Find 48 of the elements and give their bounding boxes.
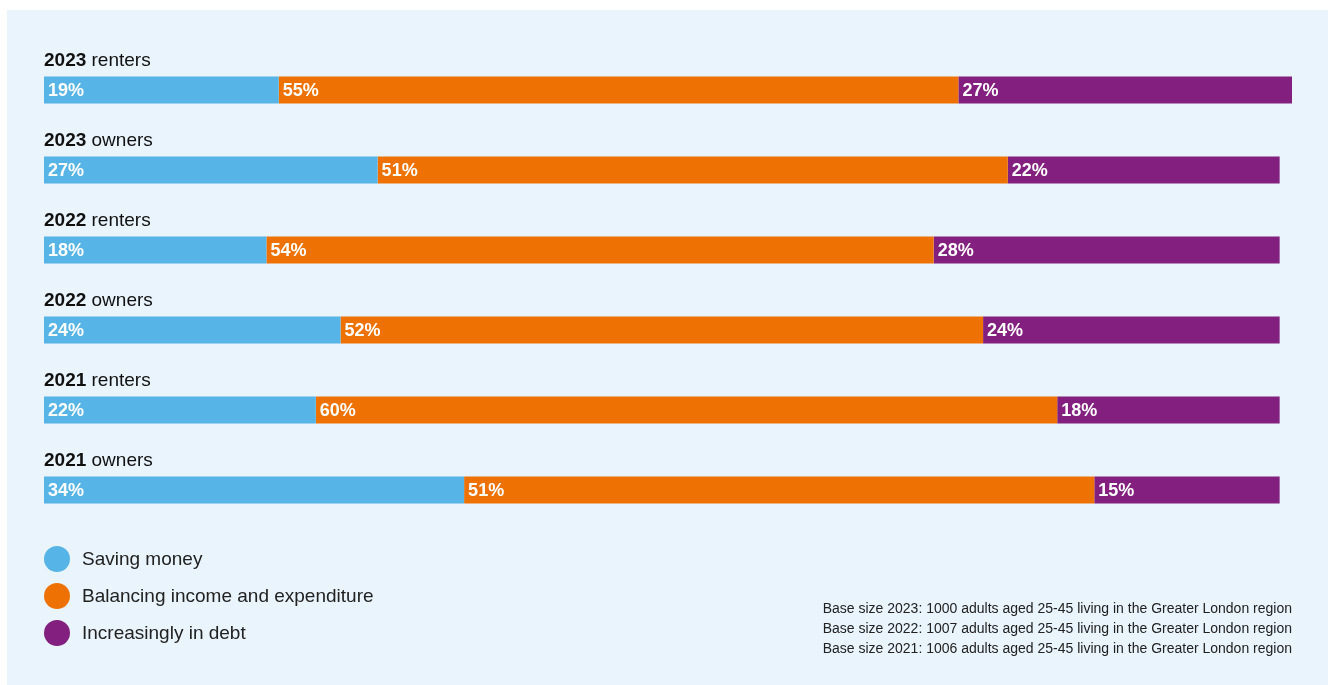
y-tick-label: 2022 owners [44,289,153,311]
y-tick-label: 2023 owners [44,129,153,151]
bar [933,236,1280,264]
bar [340,316,984,344]
y-tick-label: 2021 renters [44,369,151,391]
text: Base size 2022: 1007 adults aged 25-45 living in the Greater London region [822,619,1292,638]
text: Base size 2023: 1000 adults aged 25-45 living in the Greater London region [822,599,1292,618]
y-tick-label: 2022 renters [44,209,151,231]
data-label: 18% [48,239,85,260]
bar [1094,476,1280,504]
bar [44,76,279,104]
data-label: 55% [282,79,319,100]
bar [983,316,1280,344]
data-label: 28% [937,239,974,260]
bar [377,156,1008,184]
y-tick-label: 2023 renters [44,49,151,71]
y-tick-label: 2021 owners [44,449,153,471]
bar [44,476,465,504]
bar [1007,156,1280,184]
data-label: 22% [1011,159,1048,180]
bar [1057,396,1280,424]
bar [44,316,341,344]
data-label: 18% [1061,399,1098,420]
data-label: 27% [962,79,999,100]
bar [278,76,959,104]
legend-label: Saving money [82,547,203,570]
data-label: 15% [1098,479,1135,500]
text: Base size 2021: 1006 adults aged 25-45 living in the Greater London region [822,639,1292,658]
data-label: 51% [468,479,505,500]
data-label: 24% [48,319,85,340]
bar [44,156,378,184]
bar [315,396,1058,424]
data-label: 51% [381,159,418,180]
bar [266,236,934,264]
data-label: 54% [270,239,307,260]
data-label: 34% [48,479,85,500]
bar [44,396,316,424]
legend-label: Balancing income and expenditure [82,584,374,607]
data-label: 19% [48,79,85,100]
bar [958,76,1292,104]
data-label: 24% [987,319,1024,340]
data-label: 60% [319,399,356,420]
legend-label: Increasingly in debt [82,621,246,644]
bar [464,476,1095,504]
data-label: 52% [344,319,381,340]
data-label: 22% [48,399,85,420]
bar [44,236,267,264]
data-label: 27% [48,159,85,180]
